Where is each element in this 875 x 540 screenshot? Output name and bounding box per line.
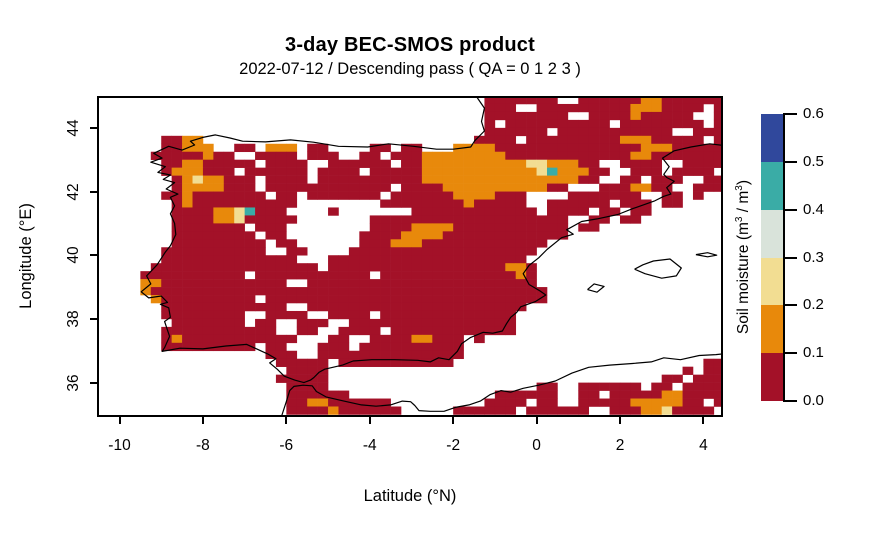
colorbar-tick-label: 0.1 <box>803 344 824 362</box>
coastline-ibiza <box>587 283 605 293</box>
colorbar-label-text: Soil moisture (m <box>735 222 753 335</box>
x-tick <box>368 417 371 424</box>
colorbar-label-text: / m <box>735 190 753 217</box>
x-tick-label: 0 <box>532 437 541 454</box>
y-tick-label: 42 <box>65 182 82 201</box>
plot-subtitle: 2022-07-12 / Descending pass ( QA = 0 1 … <box>239 60 581 78</box>
plot-frame <box>97 96 723 417</box>
x-tick-label: 4 <box>699 437 708 454</box>
colorbar-label-sup: 3 <box>734 216 745 223</box>
colorbar-tick <box>783 256 797 259</box>
x-tick-label: -8 <box>195 437 210 454</box>
x-tick <box>452 417 455 424</box>
colorbar-tick <box>783 208 797 211</box>
x-tick <box>201 417 204 424</box>
colorbar-tick-label: 0.3 <box>803 248 824 266</box>
colorbar-segment <box>761 114 783 163</box>
colorbar-tick-label: 0.2 <box>803 296 824 314</box>
colorbar-tick <box>783 113 797 115</box>
x-tick <box>118 417 121 424</box>
colorbar-tick <box>783 160 797 163</box>
colorbar-tick-label: 0.4 <box>803 200 824 218</box>
colorbar-segment <box>761 209 783 258</box>
y-tick-label: 36 <box>65 373 82 392</box>
x-tick-label: -6 <box>279 437 294 454</box>
x-tick-label: 2 <box>615 437 625 454</box>
colorbar-tick-label: 0.0 <box>803 392 824 409</box>
y-tick <box>90 317 97 320</box>
colorbar-tick <box>783 400 797 402</box>
soil-moisture-raster <box>140 96 723 415</box>
y-tick <box>90 126 97 129</box>
y-tick <box>90 254 97 257</box>
coastline-africa <box>280 353 723 417</box>
colorbar-tick <box>783 304 797 307</box>
x-tick-label: -4 <box>362 437 377 454</box>
x-axis-label: Latitude (°N) <box>363 487 457 505</box>
colorbar-label: Soil moisture (m3 / m3) <box>734 147 754 367</box>
colorbar <box>761 114 783 402</box>
y-tick <box>90 381 97 384</box>
coastline-menorca <box>695 252 718 258</box>
y-tick <box>90 190 97 193</box>
coastline-iberia-france <box>140 96 723 384</box>
colorbar-tick-label: 0.5 <box>803 152 824 170</box>
colorbar-label-text: ) <box>735 179 753 186</box>
coastline-mallorca <box>634 258 682 279</box>
colorbar-label-sup: 3 <box>734 185 745 191</box>
y-axis-label: Longitude (°E) <box>17 203 35 309</box>
map-plot-area <box>97 96 723 417</box>
x-tick-label: -10 <box>108 437 131 454</box>
soil-moisture-map <box>97 96 723 417</box>
y-tick-label: 40 <box>65 246 82 264</box>
x-tick <box>619 417 621 424</box>
y-tick-label: 38 <box>65 310 82 328</box>
plot-title: 3-day BEC-SMOS product <box>285 34 535 56</box>
colorbar-segment <box>761 353 783 402</box>
x-tick <box>702 417 705 424</box>
x-tick <box>285 417 288 424</box>
colorbar-segment <box>761 161 783 211</box>
y-tick-label: 44 <box>65 119 82 137</box>
colorbar-tick-label: 0.6 <box>803 105 824 122</box>
x-tick-label: -2 <box>446 437 461 454</box>
colorbar-segment <box>761 305 783 354</box>
colorbar-tick <box>783 352 797 355</box>
x-tick <box>535 417 538 424</box>
colorbar-segment <box>761 257 783 306</box>
